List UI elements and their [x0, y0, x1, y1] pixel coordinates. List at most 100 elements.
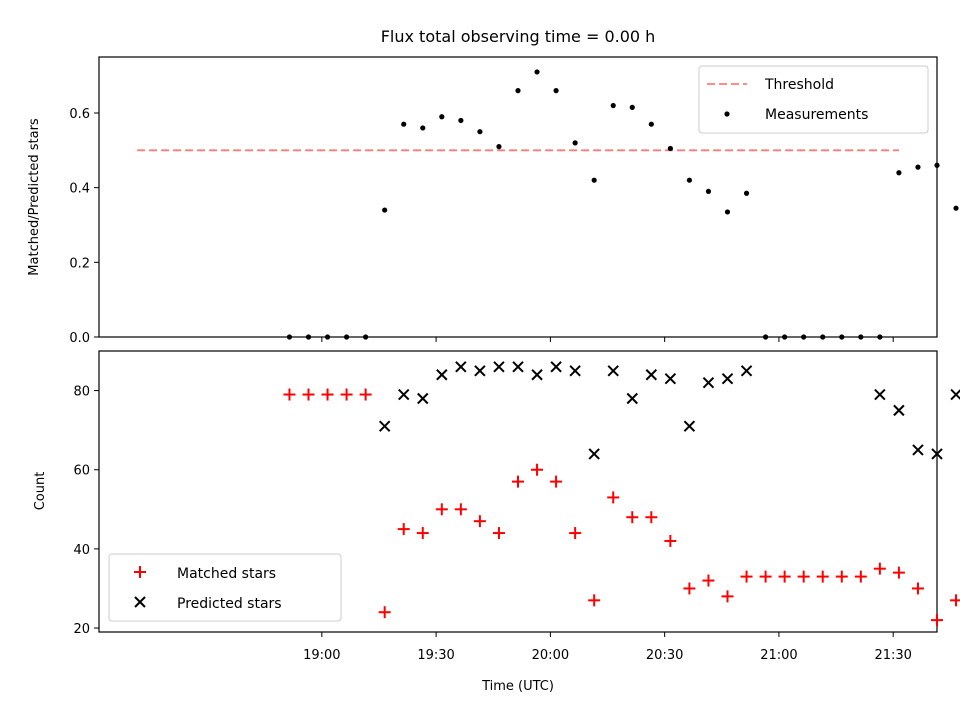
predicted-stars-point: [664, 372, 677, 385]
matched-stars-point: [302, 388, 315, 401]
measurement-point: [629, 104, 635, 110]
ratio-legend: Threshold Measurements: [698, 65, 929, 134]
x-tick-label: 21:00: [760, 648, 797, 663]
x-tick-label: 20:00: [532, 648, 569, 663]
matched-stars-point: [931, 614, 943, 627]
predicted-stars-point: [569, 365, 581, 377]
predicted-stars-point-b: [493, 361, 505, 373]
ratio-y-ticks: 0.0 0.2 0.4 0.6: [69, 107, 99, 346]
predicted-stars-point: [531, 369, 543, 381]
measurement-point: [858, 334, 864, 340]
counts-y-tick-label: 20: [73, 622, 90, 637]
measurement-point: [839, 334, 845, 340]
measurement-point: [648, 121, 654, 127]
measurement-point: [553, 88, 559, 94]
predicted-stars-point: [493, 361, 505, 373]
measurement-point: [896, 170, 902, 176]
predicted-stars-point-b: [569, 365, 581, 377]
predicted-stars-point-b: [378, 420, 391, 432]
ratio-x-ticks: [321, 337, 894, 342]
measurement-point: [534, 69, 540, 75]
ratio-panel: 0.0 0.2 0.4 0.6 Matched/Predicted stars Thr…: [27, 56, 959, 346]
predicted-stars-point: [550, 361, 562, 373]
measurement-point: [743, 190, 750, 196]
predicted-stars-point-b: [626, 392, 638, 405]
matched-stars-point: [588, 594, 601, 607]
predicted-stars-point: [417, 392, 429, 405]
matched-stars-point: [569, 527, 582, 540]
matched-stars-point: [797, 570, 810, 583]
x-axis-label: Time (UTC): [481, 679, 554, 694]
predicted-stars-point: [626, 392, 638, 405]
matched-stars-point: [512, 475, 524, 488]
x-tick-label: 19:30: [417, 648, 454, 663]
predicted-stars-point-b: [512, 361, 524, 373]
predicted-stars-point-b: [531, 369, 543, 381]
measurement-point: [915, 164, 921, 170]
matched-stars-point: [759, 570, 772, 583]
ratio-panel-frame: [98, 56, 938, 338]
predicted-stars-point: [436, 369, 448, 381]
predicted-stars-point-b: [874, 388, 886, 401]
matched-stars-point: [950, 594, 960, 607]
measurement-point: [686, 177, 693, 183]
legend-predicted-label: Predicted stars: [177, 596, 282, 612]
predicted-stars-point-b: [645, 369, 658, 381]
legend-measurements-label: Measurements: [765, 107, 868, 123]
ratio-y-tick-label: 0.6: [69, 107, 90, 122]
predicted-stars-point-b: [550, 361, 562, 373]
matched-stars-point: [892, 566, 905, 579]
measurement-point: [305, 334, 312, 340]
legend-matched-swatch: [134, 566, 146, 578]
x-tick-label: 19:00: [303, 648, 340, 663]
predicted-stars-point: [607, 365, 619, 377]
predicted-stars-point-b: [912, 444, 924, 456]
measurement-points: [286, 69, 959, 340]
matched-stars-point: [740, 570, 753, 583]
measurement-point: [458, 117, 464, 124]
predicted-stars-point-b: [417, 392, 429, 405]
matched-stars-point: [816, 570, 829, 583]
predicted-stars-point-b: [683, 420, 696, 432]
counts-legend-box: [108, 553, 342, 622]
predicted-stars-point-b: [436, 369, 448, 381]
predicted-stars-point-b: [740, 365, 753, 377]
matched-stars-point: [626, 511, 639, 524]
measurement-point: [820, 334, 826, 340]
matched-stars-point: [454, 503, 467, 516]
predicted-stars-point-b: [588, 448, 600, 460]
counts-legend: Matched stars Predicted stars: [108, 553, 342, 622]
measurement-point: [782, 334, 788, 340]
measurement-point: [439, 114, 445, 120]
chart-title: Flux total observing time = 0.00 h: [381, 27, 656, 46]
matched-stars-point: [721, 590, 734, 603]
matched-stars-point: [683, 582, 696, 595]
measurement-point: [610, 102, 616, 109]
measurement-point: [762, 334, 769, 340]
predicted-stars-point-b: [607, 365, 619, 377]
measurement-point: [343, 334, 350, 340]
measurement-point: [953, 205, 959, 211]
predicted-stars-point: [740, 365, 753, 377]
predicted-stars-point-b: [721, 372, 734, 385]
matched-stars-point: [645, 511, 658, 524]
predicted-stars-point: [398, 388, 410, 401]
matched-stars-points: [283, 388, 960, 627]
ratio-y-tick-label: 0.2: [69, 256, 90, 271]
counts-y-ticks: 20 40 60 80: [73, 385, 99, 637]
predicted-stars-points: [378, 361, 960, 460]
predicted-stars-point: [950, 388, 960, 401]
ratio-y-tick-label: 0.4: [69, 182, 90, 197]
matched-stars-point: [531, 463, 544, 476]
matched-stars-point: [873, 562, 886, 575]
predicted-stars-point-b: [664, 372, 677, 385]
measurement-point: [496, 144, 502, 150]
measurement-point: [515, 88, 521, 94]
measurement-point: [667, 145, 673, 152]
matched-stars-point: [435, 503, 448, 516]
measurement-point: [477, 129, 483, 135]
measurement-point: [591, 177, 597, 183]
matched-stars-point: [778, 570, 791, 583]
predicted-stars-point-b: [702, 376, 715, 389]
